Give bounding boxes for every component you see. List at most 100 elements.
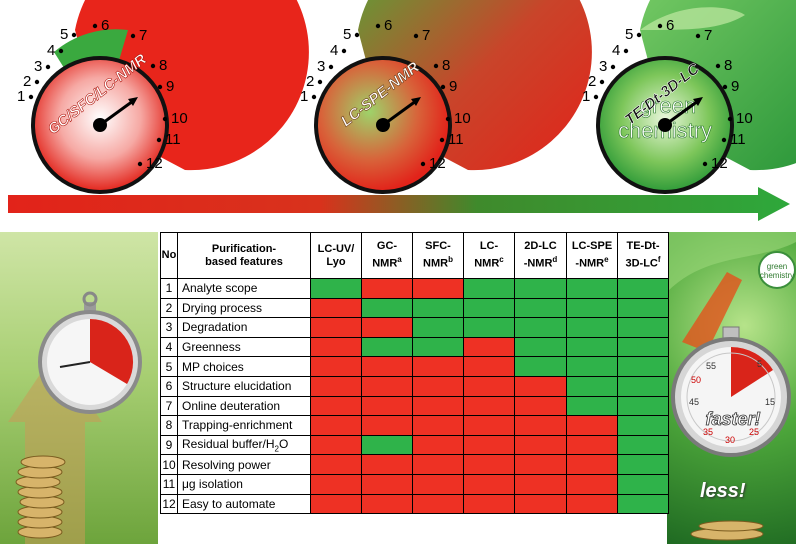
status-cell: [463, 415, 515, 436]
gauge-1-tick-4: 4: [47, 42, 55, 59]
gauge-3: green chemistry TE-Dt-3D-LC 123456789101…: [582, 0, 796, 194]
table-row: 9 Residual buffer/H2O: [160, 434, 669, 456]
status-cell: [310, 493, 362, 515]
header-method-6: LC-SPE -NMRe: [566, 232, 618, 279]
header-method-line2: NMR: [474, 257, 500, 270]
gauge-2-tick-dot-6: [375, 23, 381, 29]
gauge-2-tick-dot-10: [445, 116, 451, 122]
row-feature: Analyte scope: [177, 278, 311, 299]
gauge-2-tick-6: 6: [384, 17, 392, 34]
status-cell: [566, 356, 618, 377]
status-cell: [361, 278, 413, 299]
status-cell: [514, 493, 567, 515]
header-method-line2: NMR: [372, 257, 398, 270]
header-method-line1: SFC-: [425, 240, 451, 253]
status-cell: [412, 415, 464, 436]
status-cell: [566, 375, 618, 397]
header-method-line1: LC-UV/: [317, 242, 355, 255]
row-number: 4: [160, 336, 178, 358]
header-features: Purification- based features: [177, 232, 311, 279]
status-cell: [514, 336, 567, 358]
row-feature: Structure elucidation: [177, 375, 311, 397]
status-cell: [617, 336, 669, 358]
gauge-3-hub: [658, 118, 672, 132]
gauge-1-tick-dot-4: [58, 48, 64, 54]
gauge-1-tick-2: 2: [23, 73, 31, 90]
table-row: 10 Resolving power: [160, 454, 669, 475]
status-cell: [463, 336, 515, 358]
row-feature: Trapping-enrichment: [177, 415, 311, 436]
status-cell: [617, 395, 669, 417]
status-cell: [361, 434, 413, 456]
green-chemistry-badge: green chemistry: [758, 251, 796, 289]
status-cell: [463, 278, 515, 299]
status-cell: [310, 454, 362, 475]
status-cell: [514, 317, 567, 338]
row-number: 12: [160, 493, 178, 515]
header-no: No: [160, 232, 178, 279]
status-cell: [566, 317, 618, 338]
gauge-2-tick-4: 4: [330, 42, 338, 59]
header-method-line1: TE-Dt-: [626, 240, 660, 253]
status-cell: [463, 297, 515, 319]
gauge-2-tick-dot-12: [420, 161, 426, 167]
status-cell: [617, 473, 669, 495]
gauge-3-tick-dot-8: [715, 63, 721, 69]
row-feature: Greenness: [177, 336, 311, 358]
header-method-line1: LC-SPE: [571, 240, 613, 253]
gauge-3-tick-dot-1: [593, 94, 599, 100]
gauge-1-tick-3: 3: [34, 58, 42, 75]
table-row: 8 Trapping-enrichment: [160, 415, 669, 436]
gauge-1-tick-10: 10: [171, 110, 188, 127]
status-cell: [617, 278, 669, 299]
gauge-3-tick-1: 1: [582, 88, 590, 105]
table-row: 12 Easy to automate: [160, 493, 669, 515]
gauge-1-tick-dot-9: [157, 84, 163, 90]
status-cell: [514, 473, 567, 495]
status-cell: [463, 375, 515, 397]
row-number: 2: [160, 297, 178, 319]
status-cell: [566, 454, 618, 475]
status-cell: [412, 473, 464, 495]
gauge-2-tick-8: 8: [442, 57, 450, 74]
gauge-3-leaf: [640, 7, 745, 30]
row-number: 6: [160, 375, 178, 397]
stopwatch-right: 55 45 15 50 35 30 25 5 faster!: [671, 326, 791, 457]
gauge-2-tick-dot-2: [317, 79, 323, 85]
status-cell: [514, 395, 567, 417]
table-row: 11 μg isolation: [160, 473, 669, 495]
table-row: 1 Analyte scope: [160, 278, 669, 299]
gauge-1-tick-dot-2: [34, 79, 40, 85]
table-row: 5 MP choices: [160, 356, 669, 377]
status-cell: [463, 454, 515, 475]
header-method-footnote: f: [657, 255, 661, 265]
status-cell: [617, 317, 669, 338]
status-cell: [566, 297, 618, 319]
header-method-line1: GC-: [376, 240, 398, 253]
coins-right: [690, 520, 764, 541]
sw-num-55: 55: [706, 361, 716, 371]
gauge-1-tick-6: 6: [101, 17, 109, 34]
gauge-2-tick-dot-1: [311, 94, 317, 100]
row-number: 3: [160, 317, 178, 338]
status-cell: [412, 395, 464, 417]
gauge-2-tick-dot-8: [433, 63, 439, 69]
header-method-footnote: c: [499, 255, 504, 265]
status-cell: [310, 434, 362, 456]
status-cell: [514, 356, 567, 377]
status-cell: [566, 434, 618, 456]
gauge-1-tick-7: 7: [139, 27, 147, 44]
sw-num-45: 45: [689, 397, 699, 407]
sw-num-5: 5: [757, 359, 762, 369]
status-cell: [617, 415, 669, 436]
status-cell: [566, 336, 618, 358]
gauge-1-tick-dot-5: [71, 32, 77, 38]
gauge-1-tick-dot-10: [162, 116, 168, 122]
table-row: 2 Drying process: [160, 297, 669, 319]
gauge-3-tick-dot-5: [636, 32, 642, 38]
row-feature: MP choices: [177, 356, 311, 377]
status-cell: [412, 356, 464, 377]
gauge-3-tick-5: 5: [625, 26, 633, 43]
